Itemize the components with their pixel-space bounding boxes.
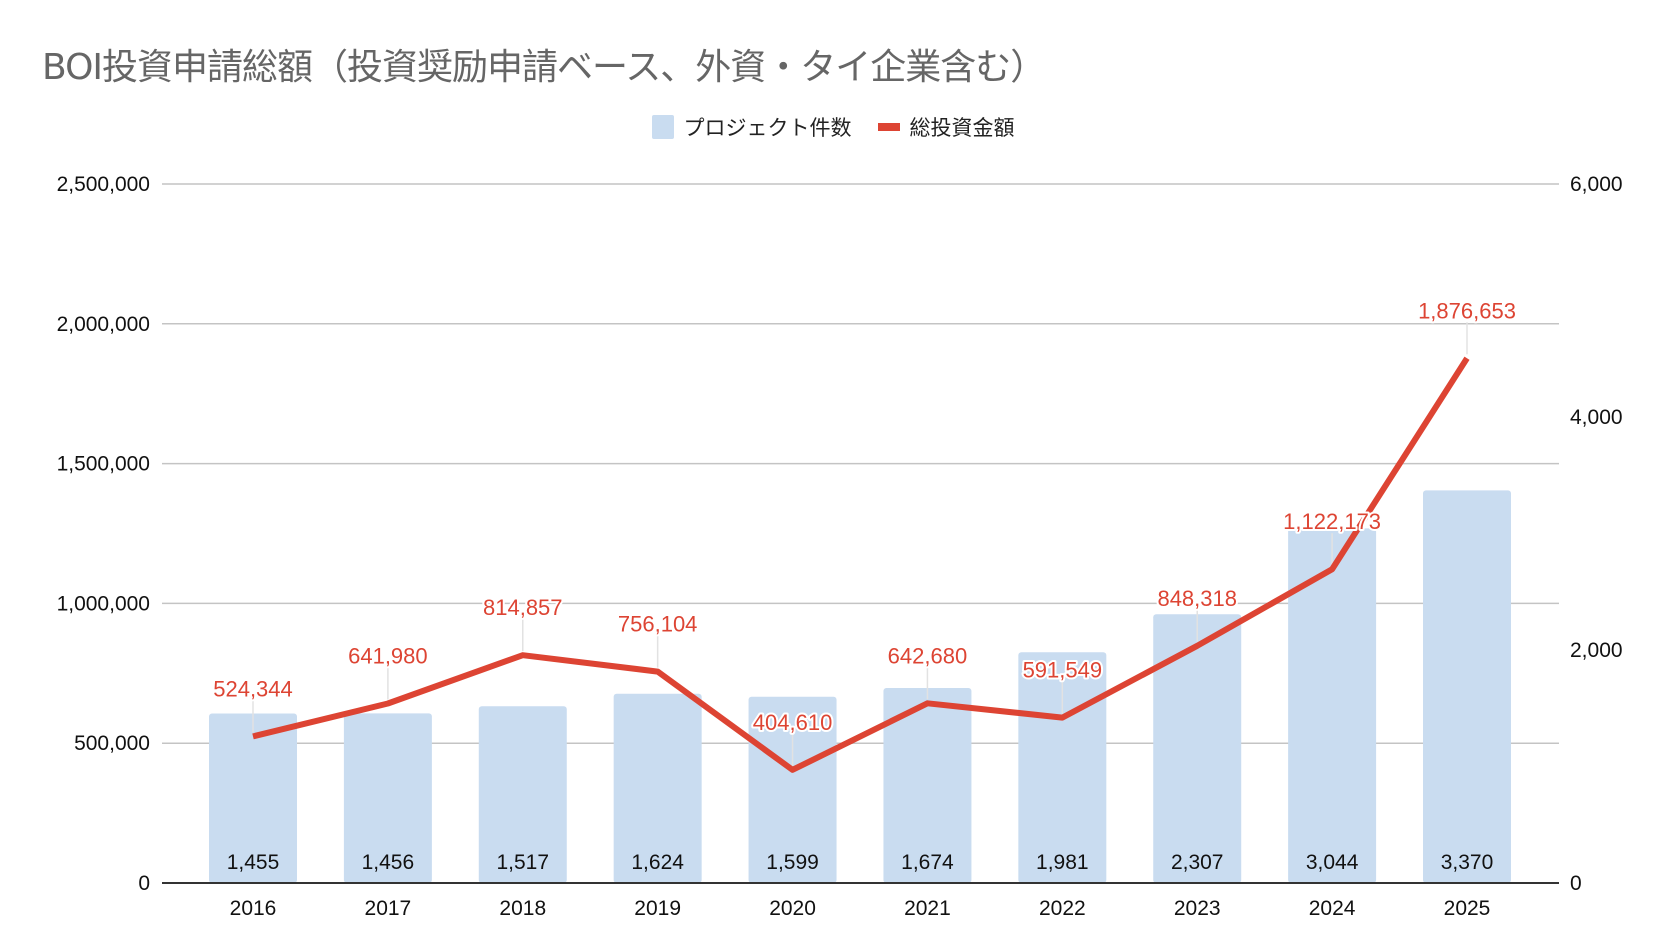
bar-value-label: 1,674 bbox=[901, 851, 954, 874]
bar-value-label: 1,981 bbox=[1036, 851, 1089, 874]
left-axis-tick-label: 2,000,000 bbox=[57, 313, 150, 336]
bar-value-label: 3,370 bbox=[1441, 851, 1494, 874]
left-axis-tick-label: 2,500,000 bbox=[57, 173, 150, 196]
bar-2024 bbox=[1288, 528, 1377, 883]
bar-2016 bbox=[209, 713, 297, 883]
left-axis-tick-label: 1,500,000 bbox=[57, 453, 150, 476]
x-axis-tick-label: 2019 bbox=[634, 897, 681, 920]
legend-swatch-line bbox=[877, 123, 900, 131]
right-axis-tick-label: 0 bbox=[1570, 872, 1582, 895]
left-axis-tick-label: 0 bbox=[138, 872, 150, 895]
legend-label: 総投資金額 bbox=[909, 116, 1015, 140]
x-axis-tick-label: 2016 bbox=[230, 897, 277, 920]
line-value-label: 1,122,173 bbox=[1283, 509, 1381, 534]
x-axis-tick-label: 2021 bbox=[904, 897, 951, 920]
bar-value-label: 1,517 bbox=[496, 851, 549, 874]
line-value-label: 1,876,653 bbox=[1418, 298, 1516, 323]
line-value-label: 756,104 bbox=[618, 612, 698, 637]
bar-value-label: 1,599 bbox=[766, 851, 819, 874]
x-axis-tick-label: 2025 bbox=[1444, 897, 1491, 920]
x-axis-tick-label: 2022 bbox=[1039, 897, 1086, 920]
legend-label: プロジェクト件数 bbox=[683, 116, 852, 140]
bar-value-label: 1,455 bbox=[227, 851, 280, 874]
bar-2023 bbox=[1153, 614, 1242, 883]
bar-value-label: 1,456 bbox=[362, 851, 415, 874]
chart-title: BOI投資申請総額（投資奨励申請ベース、外資・タイ企業含む） bbox=[42, 47, 1046, 88]
line-value-label: 814,857 bbox=[483, 595, 563, 620]
bar-value-label: 1,624 bbox=[631, 851, 684, 874]
x-axis-tick-label: 2018 bbox=[499, 897, 546, 920]
line-value-label: 404,610 bbox=[753, 710, 833, 735]
legend-item-project-count[interactable]: プロジェクト件数 bbox=[651, 112, 852, 142]
line-value-label: 591,549 bbox=[1023, 658, 1103, 683]
bar-2021 bbox=[883, 687, 972, 883]
right-axis-tick-label: 6,000 bbox=[1570, 173, 1623, 196]
left-axis-tick-label: 1,000,000 bbox=[57, 592, 150, 615]
bar-2019 bbox=[613, 693, 702, 883]
bar-2022 bbox=[1018, 652, 1107, 883]
legend: プロジェクト件数 総投資金額 bbox=[0, 112, 1666, 142]
bar-2018 bbox=[478, 706, 567, 883]
line-value-label: 641,980 bbox=[348, 644, 428, 669]
total-investment-line bbox=[252, 356, 1470, 773]
legend-swatch-bar bbox=[651, 115, 674, 139]
line-value-label: 524,344 bbox=[213, 676, 293, 701]
right-axis-tick-label: 4,000 bbox=[1570, 406, 1623, 429]
line-value-label: 642,680 bbox=[888, 643, 968, 668]
legend-item-total-investment[interactable]: 総投資金額 bbox=[877, 112, 1015, 142]
left-axis-tick-label: 500,000 bbox=[74, 732, 150, 755]
bar-value-label: 3,044 bbox=[1306, 851, 1359, 874]
x-axis-tick-label: 2023 bbox=[1174, 897, 1221, 920]
bar-2017 bbox=[343, 713, 432, 883]
x-axis-tick-label: 2017 bbox=[365, 897, 412, 920]
bar-2020 bbox=[748, 696, 837, 883]
right-axis-tick-label: 2,000 bbox=[1570, 639, 1623, 662]
bar-value-label: 2,307 bbox=[1171, 851, 1224, 874]
bar-2025 bbox=[1423, 490, 1511, 883]
x-axis-tick-label: 2024 bbox=[1309, 897, 1356, 920]
x-axis-tick-label: 2020 bbox=[769, 897, 816, 920]
line-value-label: 848,318 bbox=[1157, 586, 1237, 611]
